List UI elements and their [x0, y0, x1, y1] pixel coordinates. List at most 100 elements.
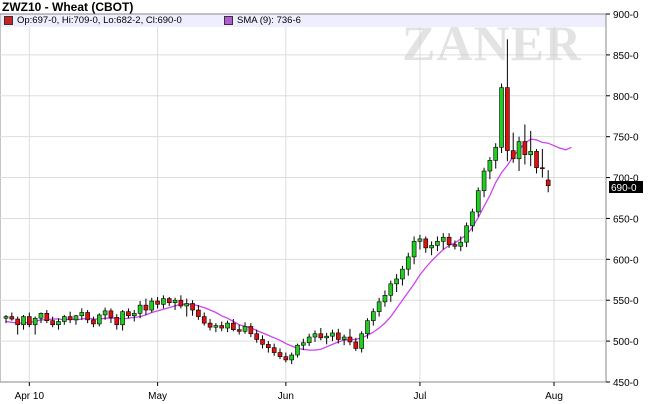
candle-down [540, 167, 545, 170]
candle-down [27, 316, 32, 326]
legend-background [1, 14, 606, 27]
last-price-box [609, 181, 643, 193]
candle-up [289, 354, 294, 361]
y-tick-label: 650-0 [613, 214, 639, 225]
candle-down [155, 300, 160, 305]
candle-up [102, 310, 108, 316]
sma-line [5, 138, 572, 351]
candle-down [126, 311, 131, 317]
candle-up [330, 332, 335, 337]
candle-down [336, 332, 341, 340]
candle-up [405, 256, 411, 270]
y-tick-label: 850-0 [613, 51, 639, 62]
candle-up [96, 314, 102, 325]
y-tick-label: 500-0 [613, 337, 639, 348]
candle-up [184, 303, 190, 307]
candle-down [248, 326, 254, 335]
x-tick-label: Apr 10 [15, 391, 45, 402]
candle-up [493, 146, 499, 161]
candle-down [236, 329, 242, 332]
y-tick-label: 900-0 [613, 10, 639, 21]
candle-up [458, 241, 464, 247]
candle-up [56, 321, 61, 326]
candle-down [231, 322, 236, 330]
candle-down [50, 320, 55, 326]
candle-down [143, 304, 149, 311]
legend-sma: SMA (9): 736-6 [224, 15, 301, 26]
candle-up [370, 311, 376, 321]
candlestick-series [3, 39, 551, 365]
candle-down [271, 347, 277, 353]
candle-down [114, 317, 120, 326]
candle-down [254, 333, 259, 340]
y-tick-label: 800-0 [613, 92, 639, 103]
candle-up [73, 315, 79, 321]
candle-up [475, 190, 481, 213]
candle-down [9, 316, 15, 320]
candle-down [452, 244, 458, 247]
candle-down [283, 356, 289, 361]
last-price-label: 690-0 [611, 183, 637, 194]
candle-up [388, 283, 394, 296]
candle-down [534, 151, 539, 169]
candle-down [353, 341, 359, 349]
y-tick-label: 600-0 [613, 255, 639, 266]
candle-up [324, 335, 329, 339]
candle-up [429, 245, 434, 249]
candle-down [85, 312, 90, 321]
candle-up [312, 333, 318, 338]
candle-down [545, 179, 551, 187]
candle-down [67, 316, 73, 321]
candle-up [306, 336, 312, 344]
candle-down [347, 336, 353, 343]
candle-up [376, 301, 382, 312]
candle-up [213, 325, 219, 328]
candle-down [190, 303, 195, 311]
candle-down [505, 87, 510, 151]
x-tick-label: Jul [414, 391, 427, 402]
candle-down [423, 238, 429, 249]
legend-ohlc-text: Op:697-0, Hi:709-0, Lo:682-2, Cl:690-0 [17, 15, 182, 26]
y-tick-label: 450-0 [613, 378, 639, 389]
candle-up [79, 312, 85, 317]
candle-up [499, 87, 504, 148]
chart-title: ZWZ10 - Wheat (CBOT) [2, 0, 134, 14]
candle-down [196, 309, 201, 317]
sma-series [5, 138, 572, 351]
candle-down [260, 339, 265, 345]
candle-down [44, 313, 50, 321]
candle-down [108, 310, 114, 318]
candle-up [131, 313, 137, 317]
candle-down [178, 299, 184, 307]
candle-up [32, 317, 38, 326]
candle-up [38, 313, 44, 319]
candle-up [516, 141, 522, 160]
candle-down [219, 325, 225, 329]
x-tick-label: Jun [278, 391, 294, 402]
candle-down [446, 236, 452, 245]
y-tick-label: 550-0 [613, 296, 639, 307]
candle-down [166, 298, 172, 303]
candle-up [394, 278, 399, 285]
candle-up [137, 304, 143, 314]
candle-up [3, 316, 9, 319]
candle-up [120, 311, 125, 326]
candle-down [207, 322, 213, 328]
legend-ohlc: Op:697-0, Hi:709-0, Lo:682-2, Cl:690-0 [4, 15, 182, 26]
candle-up [225, 322, 230, 329]
candle-up [464, 225, 469, 243]
candle-up [172, 299, 178, 303]
legend: Op:697-0, Hi:709-0, Lo:682-2, Cl:690-0 S… [2, 15, 606, 27]
x-tick-label: May [148, 391, 167, 402]
last-price-marker: 690-0 [609, 181, 643, 194]
plot-frame [0, 13, 607, 383]
watermark-logo: ZANER [402, 15, 583, 71]
candle-up [400, 268, 405, 280]
candle-up [295, 344, 300, 356]
candle-down [318, 333, 324, 339]
candle-up [359, 333, 364, 349]
y-tick-label: 700-0 [613, 174, 639, 185]
x-tick-label: Aug [545, 391, 563, 402]
